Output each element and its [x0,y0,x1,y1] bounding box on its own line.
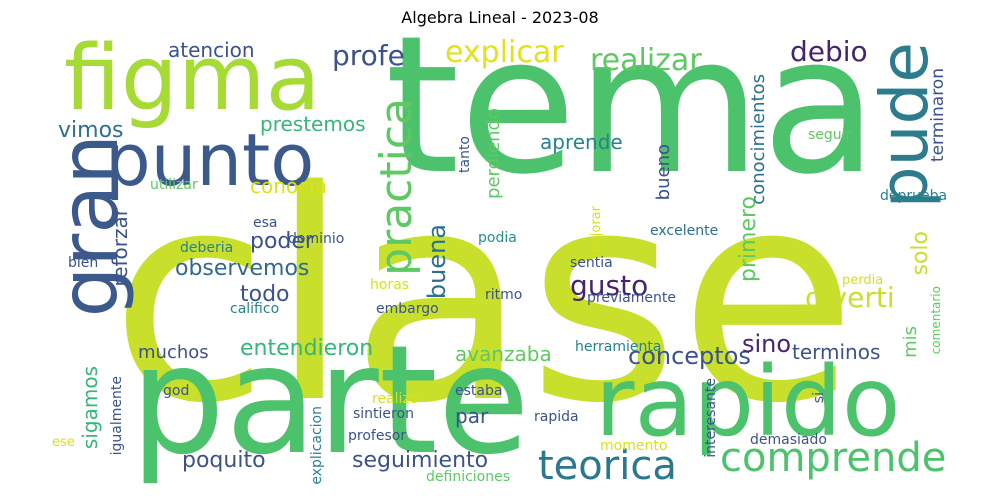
word-practica: practica [371,98,422,276]
word-tanto: tanto [457,136,473,173]
word-embargo: embargo [376,301,439,317]
word-estaba: estaba [455,383,503,399]
word-primero: primero [736,196,761,283]
word-bien: bien [68,255,99,271]
word-ritmo: ritmo [485,287,523,303]
word-profe: profe [332,39,405,72]
word-dominio: dominio [288,231,345,247]
word-seguimiento: seguimiento [352,448,489,473]
word-sintieron: sintieron [353,406,414,422]
word-parte: parte [130,314,530,486]
word-rapida: rapida [534,409,579,425]
word-deprueba: deprueba [880,188,948,204]
word-realizar: realizar [590,43,702,78]
word-si: si [811,392,827,404]
word-poquito: poquito [182,448,266,473]
word-clase: clase [110,130,858,467]
word-rapido: rapido [595,346,901,458]
word-reforzar: reforzar [108,208,132,287]
word-demasiado: demasiado [750,432,827,448]
word-sigamos: sigamos [78,366,102,450]
word-interesante: interesante [703,378,719,458]
word-definiciones: definiciones [426,469,511,485]
word-prestemos: prestemos [260,112,366,136]
word-conocia: conocia [250,174,327,198]
word-utilizar: utilizar [150,177,198,193]
word-observemos: observemos [175,256,310,281]
word-buena: buena [423,224,451,300]
word-terminaron: terminaron [928,68,948,163]
word-punto: punto [105,118,315,202]
word-conceptos: conceptos [628,342,751,370]
word-esa: esa [253,215,278,231]
word-mis: mis [900,326,921,358]
word-teorica: teorica [538,443,677,486]
word-todo: todo [240,282,290,307]
word-tema: tema [385,36,878,216]
word-par: par [455,404,489,428]
word-atencion: atencion [168,38,255,62]
word-sino: sino [742,330,792,358]
word-horas: horas [370,277,410,293]
word-perdiendo: perdiendo [483,108,504,199]
word-igualmente: igualmente [109,376,125,456]
word-comentario: comentario [929,286,943,355]
word-poder: poder [250,229,314,254]
word-aprende: aprende [540,130,623,154]
word-gusto: gusto [570,269,649,302]
word-figma: figma [64,36,321,131]
word-debio: debio [790,36,868,68]
word-ese: ese [52,435,75,450]
word-herramienta: herramienta [575,339,662,355]
word-terminos: terminos [792,340,881,364]
word-vimos: vimos [58,118,124,143]
word-conocimientos: conocimientos [748,74,769,205]
word-bueno: bueno [653,144,674,201]
word-god: god [163,383,190,399]
word-comprender: comprender [720,435,950,481]
word-previamente: previamente [587,290,676,306]
word-explicar: explicar [445,36,564,70]
word-seguir: seguir [808,127,852,143]
word-entendieron: entendieron [240,336,374,361]
word-sentia: sentia [570,255,613,271]
word-solo: solo [908,231,933,276]
word-realizo: realizo [372,391,419,407]
word-explicacion: explicacion [309,406,325,485]
word-perdia: perdia [842,273,884,288]
word-cloud: clase tema parte figma punto gran rapido pude pr… [50,36,950,486]
word-mejorar: mejorar [589,206,604,257]
chart-title: Algebra Lineal - 2023-08 [401,8,599,27]
word-momento: momento [600,438,668,454]
word-excelente: excelente [650,223,719,239]
word-avanzaba: avanzaba [455,342,552,366]
word-diverti: diverti [805,281,895,314]
word-profesor: profesor [348,428,407,444]
word-califico: califico [230,301,280,317]
word-deberia: deberia [180,240,234,256]
word-podia: podia [478,230,517,246]
word-muchos: muchos [138,342,209,363]
